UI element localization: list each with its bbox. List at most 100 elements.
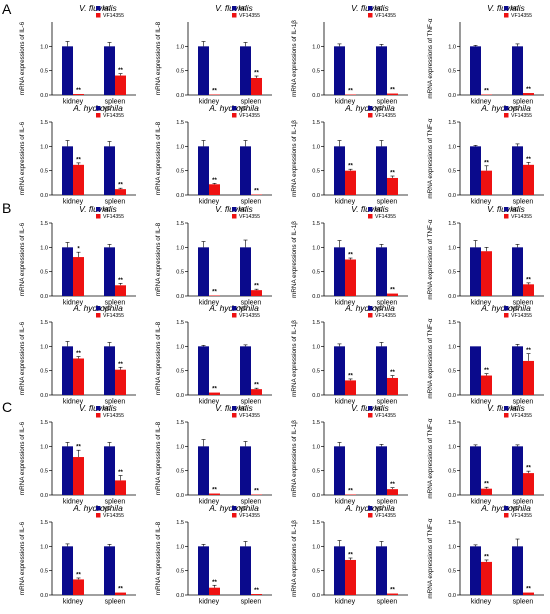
- significance-label: **: [484, 554, 489, 560]
- y-tick-label: 0.5: [40, 369, 48, 375]
- bar-nc-kidney: [334, 446, 345, 495]
- x-category-label: kidney: [63, 99, 84, 106]
- y-tick-label: 0.0: [176, 93, 184, 99]
- significance-label: *: [77, 247, 80, 253]
- y-tick-label: 0.0: [448, 294, 456, 300]
- significance-label: **: [254, 588, 259, 594]
- bar-nc-kidney: [334, 546, 345, 595]
- bar-vf14355-spleen: [523, 284, 534, 296]
- x-category-label: spleen: [241, 599, 262, 606]
- y-tick-label: 1.0: [312, 44, 320, 50]
- bar-nc-kidney: [62, 446, 73, 495]
- bar-nc-spleen: [104, 247, 115, 296]
- legend-swatch-nc: [368, 207, 373, 212]
- legend-swatch-nc: [232, 306, 237, 311]
- legend-label-nc: NC: [239, 6, 247, 12]
- y-axis-label: mRNA expressions of IL-1β: [291, 320, 298, 397]
- y-axis-label: mRNA expressions of IL-8: [155, 121, 162, 195]
- y-tick-label: 0.5: [40, 69, 48, 75]
- bar-vf14355-spleen: [523, 164, 534, 195]
- legend-label-nc: NC: [375, 207, 383, 213]
- y-axis-label: mRNA expressions of IL-8: [155, 521, 162, 595]
- legend-label-nc: NC: [239, 406, 247, 412]
- legend-label-nc: NC: [375, 106, 383, 112]
- bar-vf14355-kidney: [209, 392, 220, 395]
- bar-nc-spleen: [376, 46, 387, 95]
- legend-swatch-vf14355: [504, 13, 509, 18]
- legend-label-vf14355: VF14355: [103, 214, 124, 220]
- bar-nc-kidney: [334, 46, 345, 95]
- y-tick-label: 0.5: [176, 469, 184, 475]
- bar-nc-spleen: [512, 446, 523, 495]
- y-tick-label: 0.0: [40, 93, 48, 99]
- x-category-label: spleen: [105, 199, 126, 206]
- x-category-label: spleen: [377, 300, 398, 307]
- y-axis-label: mRNA expressions of IL-6: [19, 321, 26, 395]
- y-tick-label: 0.5: [176, 169, 184, 175]
- significance-label: **: [348, 89, 353, 95]
- significance-label: **: [76, 572, 81, 578]
- x-category-label: spleen: [105, 599, 126, 606]
- bar-vf14355-kidney: [209, 184, 220, 195]
- legend-label-nc: NC: [511, 506, 519, 512]
- x-category-label: kidney: [335, 499, 356, 506]
- significance-label: **: [348, 489, 353, 495]
- x-category-label: spleen: [241, 99, 262, 106]
- bar-nc-spleen: [240, 247, 251, 296]
- y-axis-label: mRNA expressions of IL-8: [155, 421, 162, 495]
- significance-label: **: [484, 89, 489, 95]
- x-category-label: kidney: [63, 399, 84, 406]
- y-axis-label: mRNA expressions of TNF-α: [427, 518, 434, 599]
- y-tick-label: 1.0: [176, 544, 184, 550]
- significance-label: **: [76, 88, 81, 94]
- legend-label-vf14355: VF14355: [511, 513, 532, 519]
- y-tick-label: 0.5: [176, 369, 184, 375]
- y-axis-label: mRNA expressions of IL-1β: [291, 520, 298, 597]
- bar-vf14355-spleen: [523, 93, 534, 95]
- bar-nc-spleen: [512, 346, 523, 395]
- legend-label-nc: NC: [103, 106, 111, 112]
- legend-label-vf14355: VF14355: [375, 13, 396, 19]
- x-category-label: kidney: [471, 199, 492, 206]
- y-tick-label: 1.0: [448, 245, 456, 251]
- bar-nc-kidney: [198, 346, 209, 395]
- significance-label: **: [254, 383, 259, 389]
- x-category-label: spleen: [513, 599, 534, 606]
- bar-nc-kidney: [62, 346, 73, 395]
- y-axis-label: mRNA expressions of IL-8: [155, 21, 162, 95]
- y-axis-label: mRNA expressions of IL-6: [19, 21, 26, 95]
- y-tick-label: 0.5: [312, 169, 320, 175]
- bar-nc-kidney: [62, 247, 73, 296]
- x-category-label: kidney: [471, 300, 492, 307]
- legend-swatch-nc: [232, 506, 237, 511]
- legend-label-vf14355: VF14355: [239, 413, 260, 419]
- significance-label: **: [526, 466, 531, 472]
- significance-label: **: [348, 373, 353, 379]
- y-tick-label: 0.0: [40, 493, 48, 499]
- y-tick-label: 0.0: [40, 193, 48, 199]
- significance-label: **: [526, 277, 531, 283]
- x-category-label: spleen: [241, 199, 262, 206]
- x-category-label: kidney: [63, 199, 84, 206]
- y-axis-label: mRNA expressions of IL-6: [19, 521, 26, 595]
- legend-label-nc: NC: [375, 306, 383, 312]
- y-axis-label: mRNA expressions of IL-8: [155, 222, 162, 296]
- significance-label: **: [348, 553, 353, 559]
- y-tick-label: 1.5: [40, 520, 48, 526]
- legend-swatch-nc: [96, 207, 101, 212]
- legend-label-vf14355: VF14355: [375, 214, 396, 220]
- legend-label-vf14355: VF14355: [103, 113, 124, 119]
- legend-swatch-vf14355: [368, 413, 373, 418]
- bar-nc-kidney: [198, 446, 209, 495]
- x-category-label: kidney: [335, 199, 356, 206]
- bar-vf14355-kidney: [481, 488, 492, 495]
- bar-vf14355-spleen: [523, 592, 534, 595]
- bar-vf14355-spleen: [251, 594, 262, 595]
- bar-vf14355-spleen: [115, 369, 126, 395]
